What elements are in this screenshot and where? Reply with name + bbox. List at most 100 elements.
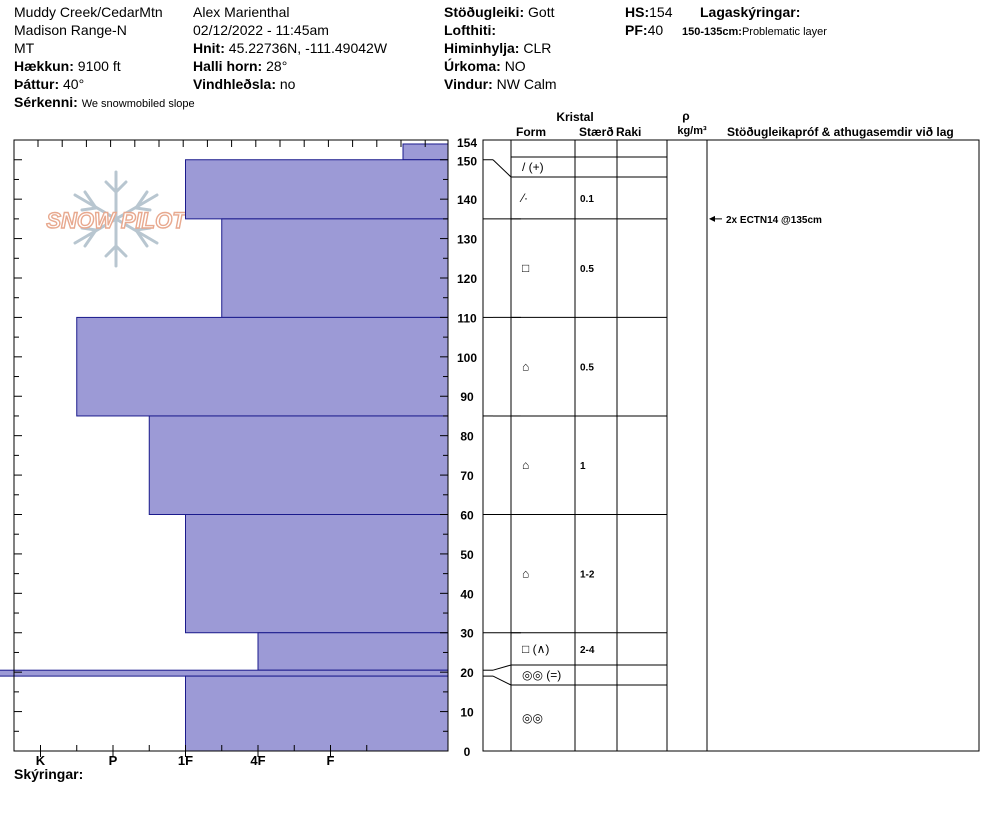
tests-header: Stöðugleikapróf & athugasemdir við lag (727, 125, 954, 139)
observation-datetime: 02/12/2022 - 11:45am (193, 22, 329, 38)
aspect-field: Þáttur: 40° (14, 76, 84, 92)
layer-note: 150-135cm:Problematic layer (682, 24, 827, 40)
hardness-tick-label: F (327, 753, 335, 768)
elevation-value: 9100 ft (77, 58, 121, 74)
depth-tick-label: 30 (460, 627, 474, 641)
hardness-bar (257, 632, 449, 671)
wind-loading-label: Vindhleðsla: (193, 76, 276, 92)
slope-value: 28° (266, 58, 288, 74)
pf-label: PF: (625, 22, 648, 38)
stability-label: Stöðugleiki: (444, 4, 525, 20)
grain-form-symbol: ⁄· (519, 191, 528, 205)
notes-label: Sérkenni: (14, 94, 78, 110)
moisture-header: Raki (616, 125, 641, 139)
hardness-tick-label: P (109, 753, 118, 768)
sky-field: Himinhylja: CLR (444, 40, 551, 56)
hardness-tick-label: K (36, 753, 46, 768)
depth-tick-label: 50 (460, 548, 474, 562)
wind-field: Vindur: NW Calm (444, 76, 557, 92)
pf-field: PF:40 (625, 22, 663, 38)
test-arrow-icon (709, 215, 715, 222)
grain-form-symbol: ◎◎ (=) (522, 668, 561, 682)
wind-value: NW Calm (496, 76, 557, 92)
sky-value: CLR (523, 40, 552, 56)
depth-tick-label: 80 (460, 430, 474, 444)
crystal-header: Kristal (556, 110, 593, 124)
location-name: Muddy Creek/CedarMtn (14, 4, 163, 20)
precip-value: NO (504, 58, 526, 74)
aspect-value: 40° (63, 76, 85, 92)
hardness-bar (185, 675, 449, 752)
wind-label: Vindur: (444, 76, 493, 92)
hardness-bar (76, 316, 449, 417)
form-header: Form (516, 125, 546, 139)
hardness-frame (13, 139, 449, 752)
stability-test-label: 2x ECTN14 @135cm (726, 215, 822, 226)
coords-field: Hnit: 45.22736N, -111.49042W (193, 40, 387, 56)
pf-value: 40 (647, 22, 664, 38)
depth-tick-label: 0 (464, 745, 471, 759)
observer-name: Alex Marienthal (193, 4, 290, 20)
depth-connector (492, 664, 512, 671)
hs-value: 154 (649, 4, 673, 20)
layer-note-range: 150-135cm: (682, 26, 742, 38)
depth-tick-label: 90 (460, 390, 474, 404)
grain-size-label: 0.5 (580, 363, 594, 374)
precip-label: Úrkoma: (444, 58, 501, 74)
notes-value: We snowmobiled slope (81, 98, 195, 110)
size-header: Stærð (579, 125, 614, 139)
hardness-bar (185, 159, 449, 220)
slope-label: Halli horn: (193, 58, 263, 74)
state-name: MT (14, 40, 35, 56)
snowpilot-logo: SNOW PILOT (46, 170, 188, 268)
stability-field: Stöðugleiki: Gott (444, 4, 554, 20)
coords-value: 45.22736N, -111.49042W (228, 40, 388, 56)
legend-label: Skýringar: (14, 766, 84, 782)
depth-tick-label: 100 (457, 351, 477, 365)
hs-label: HS: (625, 4, 650, 20)
hardness-bar (185, 513, 449, 634)
grain-form-symbol: ◎◎ (522, 711, 543, 725)
air-temp-field: Lofthiti: (444, 22, 496, 38)
elevation-label: Hækkun: (14, 58, 74, 74)
depth-tick-label: 40 (460, 587, 474, 601)
aspect-label: Þáttur: (14, 76, 60, 92)
notes-field: Sérkenni: We snowmobiled slope (14, 94, 195, 112)
grain-form-symbol: ⌂ (522, 360, 529, 374)
grain-size-label: 0.5 (580, 264, 594, 275)
grain-form-symbol: ⌂ (522, 458, 529, 472)
hs-field: HS:154 (625, 4, 672, 20)
hardness-bar (148, 415, 449, 515)
slope-field: Halli horn: 28° (193, 58, 287, 74)
hardness-bar (221, 218, 449, 318)
layer-notes-label: Lagaskýringar: (700, 4, 801, 20)
grain-form-symbol: □ (∧) (522, 642, 549, 656)
density-unit-header: kg/m³ (677, 125, 707, 137)
depth-tick-label: 154 (457, 136, 477, 150)
grain-form-symbol: / (+) (522, 160, 544, 174)
depth-tick-label: 70 (460, 469, 474, 483)
grain-size-label: 2-4 (580, 645, 595, 656)
sky-label: Himinhylja: (444, 40, 520, 56)
grain-size-label: 1-2 (580, 570, 595, 581)
coords-label: Hnit: (193, 40, 225, 56)
depth-tick-label: 60 (460, 508, 474, 522)
depth-tick-label: 130 (457, 233, 477, 247)
wind-loading-field: Vindhleðsla: no (193, 76, 295, 92)
depth-connector (492, 159, 512, 178)
depth-tick-label: 10 (460, 706, 474, 720)
layer-note-text: Problematic layer (741, 26, 827, 38)
depth-tick-label: 150 (457, 155, 477, 169)
rho-header: ρ (682, 109, 689, 123)
table-frame (482, 139, 980, 752)
grain-size-label: 0.1 (580, 194, 594, 205)
depth-connector (492, 675, 512, 686)
stratigraphy-table: / (+) ⁄· 0.1 □ 0.5 ⌂ 0.5 ⌂ 1 ⌂ 1-2 □ (∧) 2-4 ◎◎ (=) ◎◎… (482, 139, 980, 752)
elevation-field: Hækkun: 9100 ft (14, 58, 121, 74)
depth-tick-label: 120 (457, 272, 477, 286)
depth-tick-label: 140 (457, 193, 477, 207)
snowflake-icon (73, 170, 159, 268)
hardness-tick-label: 1F (178, 753, 193, 768)
hardness-chart: IKP1F4FF01020304050607080901001101201301… (0, 136, 477, 768)
